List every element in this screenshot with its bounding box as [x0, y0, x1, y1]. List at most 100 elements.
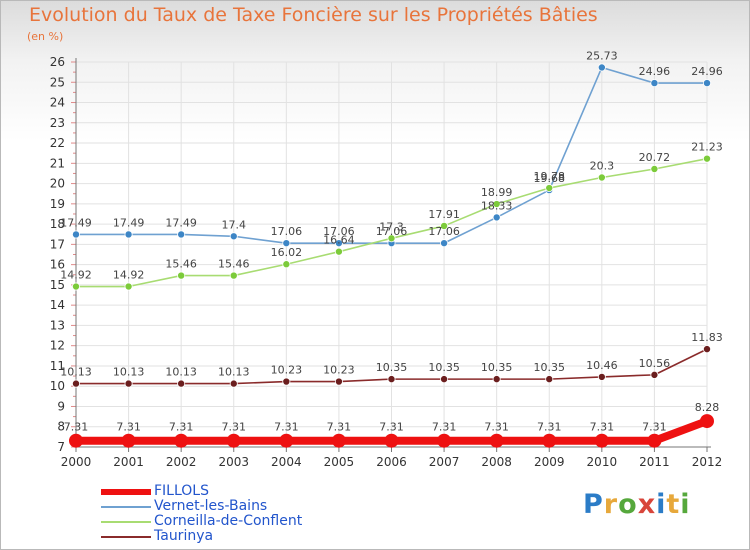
y-tick-label: 16	[50, 258, 65, 272]
data-point-fillols[interactable]	[700, 414, 714, 429]
proxiti-logo: Proxiti	[583, 489, 691, 520]
data-point-vernet-les-bains[interactable]	[124, 230, 133, 239]
data-point-taurinya[interactable]	[124, 379, 133, 388]
data-point-taurinya[interactable]	[545, 375, 554, 384]
data-point-taurinya[interactable]	[650, 370, 659, 379]
data-label-taurinya: 10.46	[586, 359, 618, 372]
data-label-taurinya: 10.23	[271, 364, 303, 377]
data-point-fillols[interactable]	[489, 433, 504, 448]
data-label-vernet-les-bains: 24.96	[639, 65, 671, 78]
data-label-vernet-les-bains: 17.06	[428, 225, 460, 238]
data-point-taurinya[interactable]	[229, 379, 238, 388]
data-label-vernet-les-bains: 17.06	[323, 225, 355, 238]
data-label-vernet-les-bains: 25.73	[586, 49, 618, 62]
legend-label-fillols: FILLOLS	[154, 483, 209, 499]
data-label-vernet-les-bains: 19.68	[534, 172, 566, 185]
data-point-vernet-les-bains[interactable]	[703, 79, 712, 88]
x-tick-label: 2006	[376, 455, 407, 469]
data-point-fillols[interactable]	[279, 433, 294, 448]
data-point-fillols[interactable]	[594, 433, 609, 448]
data-label-vernet-les-bains: 17.49	[60, 216, 92, 229]
data-label-taurinya: 10.35	[376, 361, 408, 374]
y-tick-label: 21	[50, 156, 65, 170]
data-label-taurinya: 10.13	[113, 366, 145, 379]
data-point-corneilla-de-conflent[interactable]	[124, 282, 133, 291]
x-tick-label: 2005	[324, 455, 355, 469]
data-label-corneilla-de-conflent: 19.78	[534, 170, 566, 183]
data-point-corneilla-de-conflent[interactable]	[650, 164, 659, 173]
data-point-vernet-les-bains[interactable]	[72, 230, 81, 239]
data-label-vernet-les-bains: 17.06	[376, 225, 408, 238]
data-label-taurinya: 10.13	[218, 366, 250, 379]
data-label-fillols: 7.31	[484, 421, 509, 434]
data-point-fillols[interactable]	[437, 433, 452, 448]
data-label-taurinya: 10.35	[481, 361, 513, 374]
logo-letter: r	[603, 489, 619, 520]
data-point-vernet-les-bains[interactable]	[177, 230, 186, 239]
data-label-fillols: 7.31	[379, 421, 404, 434]
data-point-taurinya[interactable]	[492, 375, 501, 384]
y-tick-label: 23	[50, 116, 65, 130]
data-point-vernet-les-bains[interactable]	[229, 232, 238, 241]
data-point-taurinya[interactable]	[597, 372, 606, 381]
data-point-taurinya[interactable]	[440, 375, 449, 384]
y-tick-label: 14	[50, 298, 65, 312]
y-unit-label: (en %)	[27, 30, 64, 43]
data-point-taurinya[interactable]	[282, 377, 291, 386]
data-point-corneilla-de-conflent[interactable]	[440, 221, 449, 230]
x-tick-label: 2009	[534, 455, 565, 469]
grid-layer	[75, 61, 708, 448]
data-point-taurinya[interactable]	[72, 379, 81, 388]
data-point-fillols[interactable]	[647, 433, 662, 448]
data-point-taurinya[interactable]	[387, 375, 396, 384]
data-point-fillols[interactable]	[331, 433, 346, 448]
logo-letter: x	[637, 489, 657, 520]
data-point-corneilla-de-conflent[interactable]	[545, 184, 554, 193]
data-point-fillols[interactable]	[174, 433, 189, 448]
data-point-corneilla-de-conflent[interactable]	[229, 271, 238, 280]
series-layer	[69, 63, 714, 448]
data-point-fillols[interactable]	[542, 433, 557, 448]
data-point-corneilla-de-conflent[interactable]	[597, 173, 606, 182]
data-point-taurinya[interactable]	[703, 345, 712, 354]
data-point-corneilla-de-conflent[interactable]	[703, 154, 712, 163]
data-label-fillols: 7.31	[116, 421, 141, 434]
data-point-fillols[interactable]	[121, 433, 136, 448]
data-point-vernet-les-bains[interactable]	[282, 239, 291, 248]
x-tick-label: 2012	[692, 455, 723, 469]
data-point-vernet-les-bains[interactable]	[334, 239, 343, 248]
data-point-corneilla-de-conflent[interactable]	[282, 260, 291, 269]
data-label-corneilla-de-conflent: 16.02	[271, 246, 303, 259]
logo-letter: o	[618, 489, 638, 520]
y-tick-label: 17	[50, 237, 65, 251]
data-label-vernet-les-bains: 17.4	[222, 218, 247, 231]
logo-letter: P	[583, 489, 604, 520]
data-point-corneilla-de-conflent[interactable]	[334, 247, 343, 256]
data-label-corneilla-de-conflent: 21.23	[691, 141, 723, 154]
data-point-vernet-les-bains[interactable]	[650, 79, 659, 88]
data-label-taurinya: 10.56	[639, 357, 671, 370]
data-label-corneilla-de-conflent: 18.99	[481, 186, 513, 199]
data-point-corneilla-de-conflent[interactable]	[492, 200, 501, 209]
data-point-fillols[interactable]	[226, 433, 241, 448]
data-point-fillols[interactable]	[384, 433, 399, 448]
data-label-corneilla-de-conflent: 17.3	[379, 220, 404, 233]
data-point-corneilla-de-conflent[interactable]	[177, 271, 186, 280]
y-tick-label: 22	[50, 136, 65, 150]
data-point-taurinya[interactable]	[177, 379, 186, 388]
data-point-corneilla-de-conflent[interactable]	[72, 282, 81, 291]
legend-swatch-corneilla	[101, 521, 151, 523]
data-label-fillols: 7.31	[327, 421, 352, 434]
data-label-taurinya: 11.83	[691, 331, 723, 344]
data-point-fillols[interactable]	[69, 433, 83, 448]
data-point-vernet-les-bains[interactable]	[492, 213, 501, 222]
y-tick-label: 10	[50, 379, 65, 393]
data-point-taurinya[interactable]	[334, 377, 343, 386]
chart-title: Evolution du Taux de Taxe Foncière sur l…	[29, 4, 598, 26]
data-point-vernet-les-bains[interactable]	[597, 63, 606, 72]
y-tick-label: 12	[50, 339, 65, 353]
data-point-corneilla-de-conflent[interactable]	[387, 234, 396, 243]
data-point-vernet-les-bains[interactable]	[440, 239, 449, 248]
